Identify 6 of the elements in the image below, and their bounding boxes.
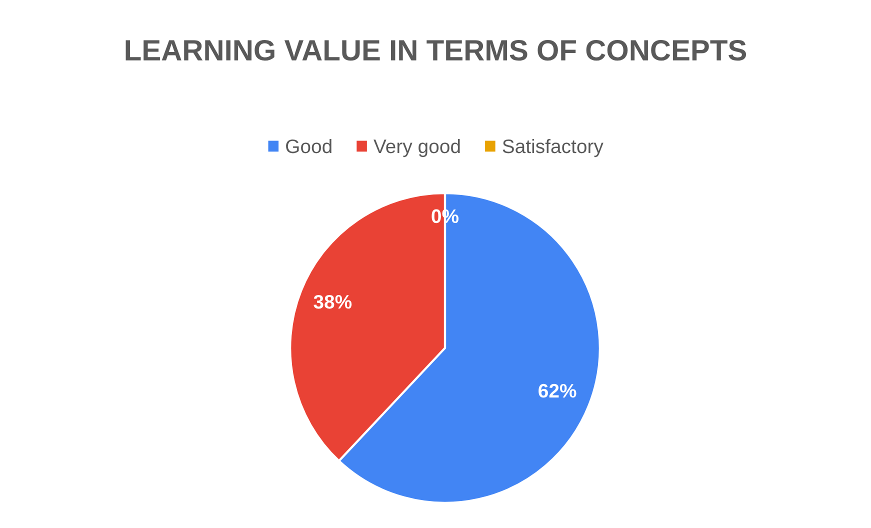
chart-title: LEARNING VALUE IN TERMS OF CONCEPTS bbox=[126, 40, 746, 61]
data-label: 38% bbox=[314, 294, 352, 309]
legend-label: Satisfactory bbox=[502, 138, 604, 158]
legend-label: Good bbox=[286, 138, 332, 154]
legend-label: Very good bbox=[374, 138, 460, 158]
data-label: 62% bbox=[538, 384, 576, 398]
